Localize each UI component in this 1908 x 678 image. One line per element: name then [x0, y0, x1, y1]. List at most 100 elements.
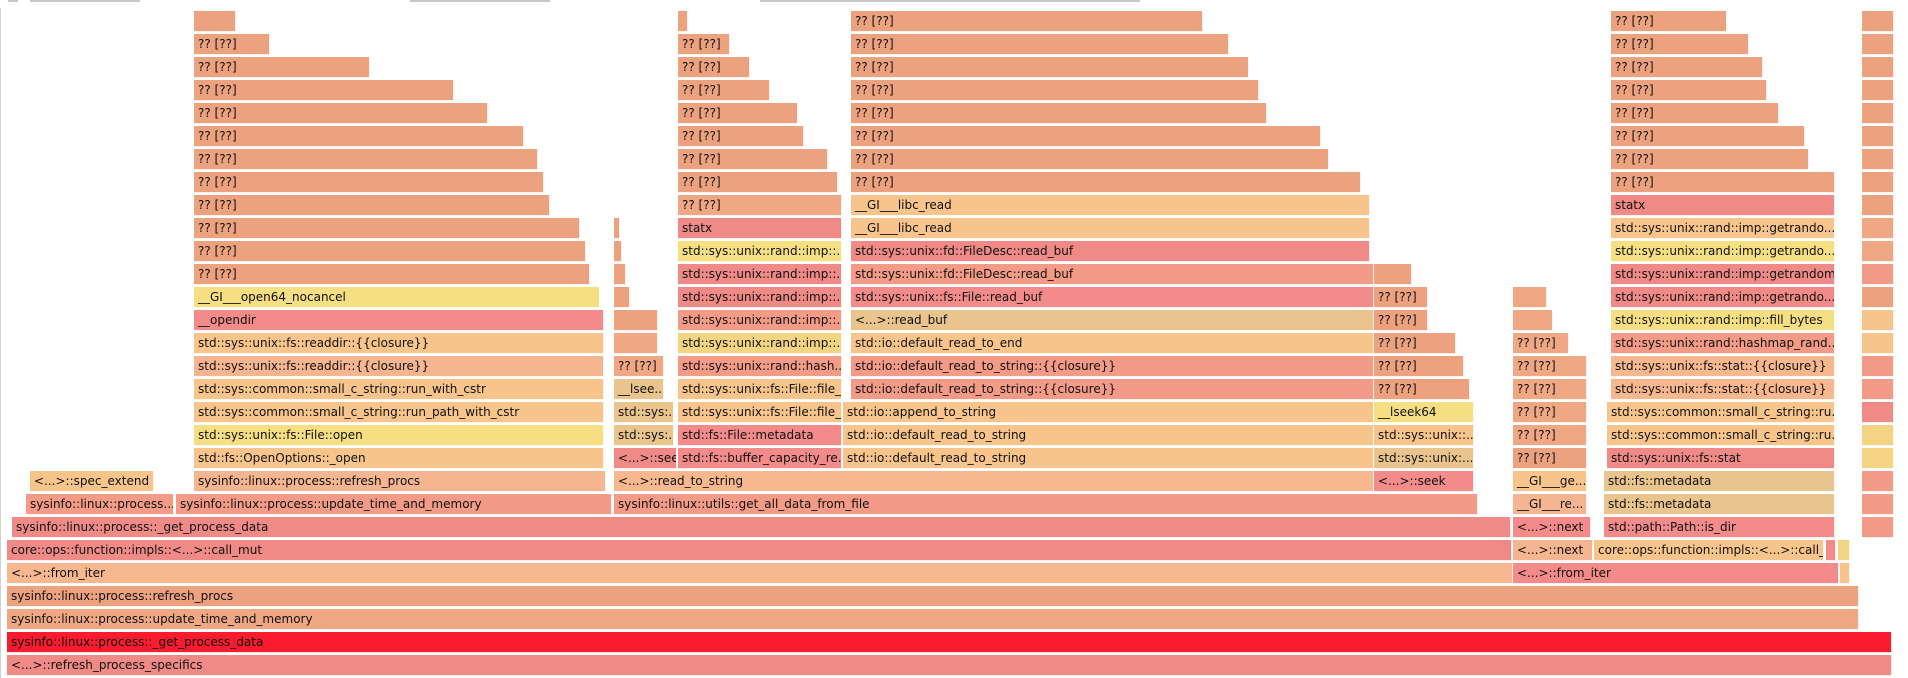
stack-frame[interactable]: std::fs::OpenOptions::_open	[194, 448, 604, 469]
stack-frame[interactable]	[1862, 310, 1894, 331]
stack-frame[interactable]	[1862, 241, 1894, 262]
stack-frame[interactable]	[614, 218, 620, 239]
stack-frame[interactable]: ?? [??]	[194, 149, 538, 170]
stack-frame[interactable]: ?? [??]	[194, 103, 488, 124]
stack-frame[interactable]: std::sys::unix::rand::imp::...	[678, 310, 842, 331]
stack-frame[interactable]: __GI___libc_read	[851, 218, 1370, 239]
stack-frame[interactable]	[1862, 264, 1894, 285]
stack-frame[interactable]: std::io::default_read_to_string::{{closu…	[851, 379, 1374, 400]
stack-frame[interactable]: std::io::default_read_to_string	[843, 448, 1374, 469]
stack-frame[interactable]: sysinfo::linux::process::update_time_and…	[7, 609, 1859, 630]
stack-frame[interactable]: ?? [??]	[851, 57, 1249, 78]
stack-frame[interactable]: sysinfo::linux::process::_get_process_da…	[7, 632, 1892, 653]
stack-frame[interactable]: ?? [??]	[1611, 57, 1763, 78]
stack-frame[interactable]	[1513, 287, 1547, 308]
stack-frame[interactable]: ?? [??]	[1374, 356, 1464, 377]
stack-frame[interactable]: ?? [??]	[678, 103, 798, 124]
stack-frame[interactable]: ?? [??]	[678, 80, 770, 101]
stack-frame[interactable]: ?? [??]	[1513, 425, 1587, 446]
stack-frame[interactable]: ?? [??]	[678, 195, 842, 216]
stack-frame[interactable]: std::fs::metadata	[1604, 471, 1835, 492]
stack-frame[interactable]: statx	[678, 218, 842, 239]
stack-frame[interactable]	[1840, 563, 1850, 584]
stack-frame[interactable]	[1862, 34, 1894, 55]
stack-frame[interactable]: ?? [??]	[1374, 287, 1428, 308]
stack-frame[interactable]: ?? [??]	[678, 57, 750, 78]
stack-frame[interactable]	[1862, 425, 1894, 446]
stack-frame[interactable]: std::sys::unix::rand::imp::...	[678, 287, 842, 308]
stack-frame[interactable]	[1826, 540, 1836, 561]
stack-frame[interactable]: sysinfo::linux::process...	[26, 494, 174, 515]
stack-frame[interactable]: std::sys::unix::fs::stat	[1607, 448, 1835, 469]
stack-frame[interactable]: ?? [??]	[194, 218, 580, 239]
stack-frame[interactable]	[614, 333, 658, 354]
stack-frame[interactable]	[1374, 264, 1412, 285]
stack-frame[interactable]: std::sys::unix::fs::stat::{{closure}}	[1611, 379, 1835, 400]
stack-frame[interactable]: ?? [??]	[1611, 11, 1727, 32]
stack-frame[interactable]	[1862, 333, 1894, 354]
stack-frame[interactable]: sysinfo::linux::utils::get_all_data_from…	[614, 494, 1478, 515]
stack-frame[interactable]: core::ops::function::impls::<...>::call_…	[7, 540, 1512, 561]
stack-frame[interactable]: std::sys::unix::rand::imp::...	[678, 333, 842, 354]
stack-frame[interactable]: ?? [??]	[1374, 310, 1428, 331]
stack-frame[interactable]: ?? [??]	[1513, 402, 1587, 423]
stack-frame[interactable]: sysinfo::linux::process::_get_process_da…	[12, 517, 1511, 538]
stack-frame[interactable]	[1862, 126, 1894, 147]
stack-frame[interactable]: ?? [??]	[851, 103, 1267, 124]
stack-frame[interactable]	[1862, 103, 1894, 124]
scroll-segment[interactable]	[410, 0, 550, 2]
stack-frame[interactable]: std::sys:...	[614, 402, 674, 423]
stack-frame[interactable]: std::sys::unix:...	[1374, 448, 1474, 469]
stack-frame[interactable]: ?? [??]	[194, 172, 544, 193]
stack-frame[interactable]	[614, 241, 622, 262]
stack-frame[interactable]: sysinfo::linux::process::refresh_procs	[7, 586, 1859, 607]
stack-frame[interactable]: ?? [??]	[194, 80, 454, 101]
stack-frame[interactable]: __GI___ge...	[1513, 471, 1587, 492]
stack-frame[interactable]: __opendir	[194, 310, 604, 331]
stack-frame[interactable]: <...>::read_to_string	[614, 471, 1374, 492]
stack-frame[interactable]	[1862, 218, 1894, 239]
stack-frame[interactable]	[194, 11, 236, 32]
stack-frame[interactable]: std::sys::unix::fs::readdir::{{closure}}	[194, 333, 604, 354]
stack-frame[interactable]: std::sys::unix::...	[1374, 425, 1474, 446]
stack-frame[interactable]: ?? [??]	[614, 356, 664, 377]
stack-frame[interactable]	[1862, 356, 1894, 377]
stack-frame[interactable]: std::io::default_read_to_end	[851, 333, 1374, 354]
stack-frame[interactable]: <...>::next	[1513, 540, 1593, 561]
stack-frame[interactable]: ?? [??]	[678, 34, 730, 55]
stack-frame[interactable]: std::fs::metadata	[1604, 494, 1835, 515]
stack-frame[interactable]: sysinfo::linux::process::update_time_and…	[176, 494, 612, 515]
stack-frame[interactable]: sysinfo::linux::process::refresh_procs	[194, 471, 606, 492]
stack-frame[interactable]: statx	[1611, 195, 1835, 216]
stack-frame[interactable]	[678, 11, 688, 32]
scroll-segment[interactable]	[760, 0, 1140, 2]
stack-frame[interactable]: std::sys::unix::rand::imp::fill_bytes	[1611, 310, 1835, 331]
stack-frame[interactable]: std::io::append_to_string	[843, 402, 1374, 423]
stack-frame[interactable]: ?? [??]	[1513, 356, 1587, 377]
stack-frame[interactable]: ?? [??]	[851, 34, 1229, 55]
stack-frame[interactable]	[1862, 494, 1894, 515]
stack-frame[interactable]: ?? [??]	[194, 195, 550, 216]
stack-frame[interactable]: <...>::from_iter	[1513, 563, 1839, 584]
stack-frame[interactable]: ?? [??]	[1513, 448, 1587, 469]
stack-frame[interactable]	[614, 264, 626, 285]
stack-frame[interactable]: std::sys::unix::rand::imp::getrando...	[1611, 287, 1835, 308]
stack-frame[interactable]: ?? [??]	[1513, 379, 1587, 400]
stack-frame[interactable]: std::path::Path::is_dir	[1604, 517, 1835, 538]
stack-frame[interactable]: std::sys::unix::rand::imp::getrando...	[1611, 241, 1835, 262]
stack-frame[interactable]: std::sys::unix::fd::FileDesc::read_buf	[851, 264, 1374, 285]
stack-frame[interactable]: ?? [??]	[851, 80, 1259, 101]
stack-frame[interactable]: <...>::seek	[614, 448, 677, 469]
stack-frame[interactable]: std::sys::unix::fs::File::read_buf	[851, 287, 1374, 308]
stack-frame[interactable]	[1862, 287, 1894, 308]
stack-frame[interactable]: ?? [??]	[1374, 333, 1456, 354]
stack-frame[interactable]	[1513, 310, 1553, 331]
stack-frame[interactable]	[1862, 80, 1894, 101]
stack-frame[interactable]	[1862, 471, 1894, 492]
stack-frame[interactable]: ?? [??]	[851, 149, 1329, 170]
stack-frame[interactable]: std::sys::common::small_c_string::run_pa…	[194, 402, 604, 423]
stack-frame[interactable]	[1862, 195, 1894, 216]
stack-frame[interactable]: ?? [??]	[1611, 149, 1809, 170]
stack-frame[interactable]: __GI___libc_read	[851, 195, 1370, 216]
stack-frame[interactable]: std::sys::unix::rand::imp::...	[678, 264, 842, 285]
